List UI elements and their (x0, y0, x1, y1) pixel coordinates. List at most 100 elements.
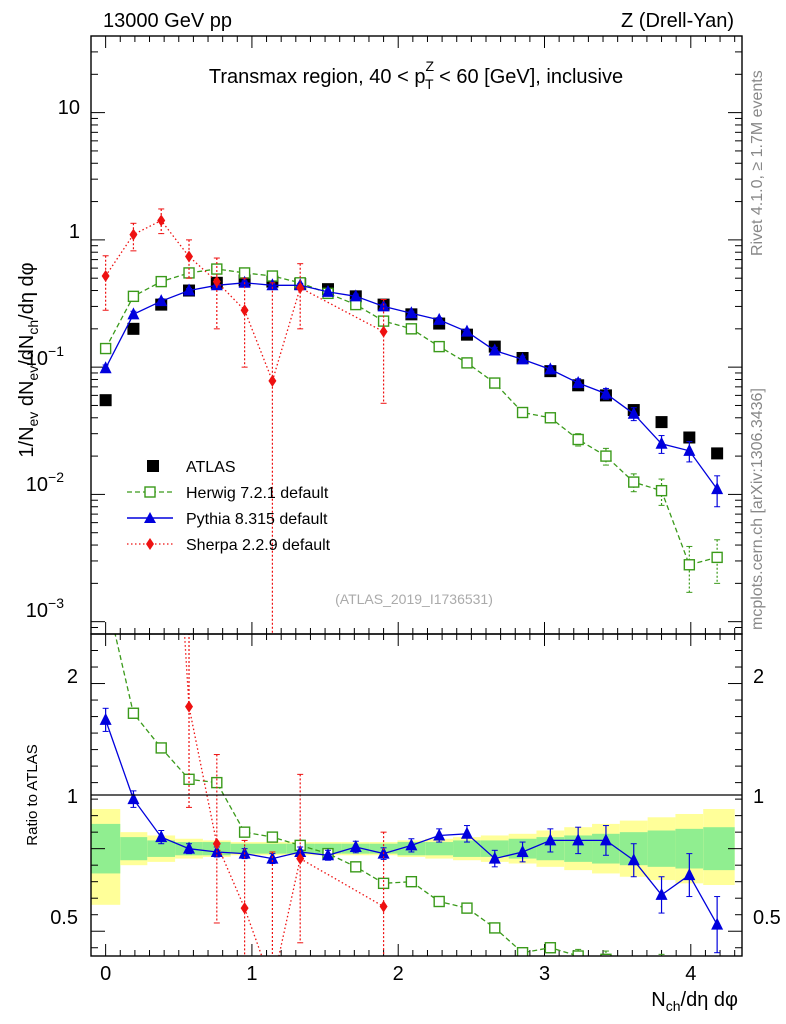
main-herwig-point (433, 340, 445, 353)
legend: ATLAS Herwig 7.2.1 default Pythia 8.315 … (127, 459, 331, 554)
main-sherpa-point (129, 228, 138, 241)
main-herwig-point (489, 377, 501, 389)
ratio-pythia-point (711, 917, 724, 930)
ratio-sherpa-point (212, 837, 221, 850)
legend-marker-sherpa (146, 538, 154, 550)
ratio-sherpa-point (185, 700, 194, 713)
ratio-herwig-point (238, 826, 251, 838)
main-pythia-point (627, 406, 640, 419)
main-sherpa-point (185, 250, 194, 263)
main-sherpa-point (268, 374, 277, 387)
y-axis-label-ratio: Ratio to ATLAS (24, 744, 41, 845)
legend-marker-herwig (144, 486, 156, 498)
legend-marker-atlas (147, 460, 159, 472)
y-axis-label-top: 1/Nev dNev/dNch/dη dφ (16, 262, 41, 457)
ratio-sherpa-point (129, 100, 137, 112)
ratio-pythia-point (460, 826, 473, 839)
band-inner-bin (453, 840, 481, 857)
main-pythia-point (127, 307, 140, 320)
main-sherpa-point (379, 325, 388, 338)
ratio-herwig-point (629, 964, 639, 974)
ratio-herwig-point (350, 861, 362, 873)
ratio-sherpa-point (379, 900, 388, 913)
main-pythia-point (599, 386, 612, 399)
ratio-pythia-point (544, 833, 557, 846)
main-herwig-point (99, 342, 112, 355)
main-atlas-point (683, 431, 696, 444)
ratio-herwig-point (405, 875, 418, 888)
x-tick-label-2: 2 (393, 963, 404, 985)
ratio-pythia-point (127, 792, 140, 805)
main-herwig-point (405, 323, 418, 335)
ratio-herwig-point (377, 877, 390, 890)
legend-label-herwig: Herwig 7.2.1 default (186, 485, 329, 502)
band-inner-bin (647, 830, 676, 867)
ratio-pythia-point (683, 868, 696, 881)
ratio-pythia-point (155, 830, 168, 843)
ratio-herwig-point (657, 961, 667, 971)
y-tick-label-0.001: 10−3 (26, 595, 64, 622)
main-herwig-point (711, 551, 723, 564)
mcplots-label: mcplots.cern.ch [arXiv:1306.3436] (749, 388, 766, 630)
main-sherpa-line (105, 219, 384, 383)
band-inner-bin (147, 840, 176, 857)
ratio-herwig-point (266, 831, 279, 843)
ratio-panel-frame (90, 633, 743, 957)
main-sherpa-point (157, 214, 166, 227)
ratio-pythia-point (99, 712, 112, 725)
main-herwig-point (683, 559, 696, 571)
ratio-uncertainty-bands (91, 809, 735, 905)
main-pythia-point (155, 294, 168, 307)
main-herwig-point (628, 476, 640, 488)
y-tick-label-1: 1 (69, 221, 80, 243)
main-herwig-point (127, 290, 140, 303)
ratio-y-tick-label-1: 1 (67, 786, 78, 808)
main-herwig-point (155, 275, 167, 288)
y-tick-label-0.1: 10−1 (26, 343, 64, 370)
x-tick-label-4: 4 (685, 963, 696, 985)
ratio-herwig-point (600, 953, 612, 956)
ratio-herwig-point (544, 942, 557, 954)
main-pythia-point (711, 482, 724, 495)
band-inner-bin (258, 843, 287, 854)
main-pythia-point (655, 436, 668, 449)
x-tick-label-1: 1 (246, 963, 257, 985)
ratio-sherpa-point (268, 980, 276, 992)
x-tick-label-0: 0 (100, 963, 111, 985)
main-sherpa-point (212, 275, 221, 288)
analysis-id: (ATLAS_2019_I1736531) (335, 591, 493, 607)
x-axis-label: Nch/dη dφ (651, 989, 738, 1014)
ratio-pythia-point (321, 848, 334, 861)
main-atlas-point (711, 447, 724, 460)
main-sherpa-point (101, 270, 110, 283)
ratio-herwig-point (572, 950, 584, 956)
main-atlas-point (655, 416, 668, 429)
ratio-sherpa-point (296, 852, 305, 865)
ratio-pythia-point (572, 833, 585, 846)
ratio-herwig-point (461, 902, 473, 914)
ratio-pythia-point (655, 887, 668, 900)
main-herwig-point (516, 406, 529, 419)
ratio-pythia-point (488, 851, 501, 864)
ratio-herwig-point (433, 895, 445, 908)
band-inner-bin (120, 837, 148, 861)
main-pythia-point (99, 361, 112, 374)
y-tick-label-10: 10 (58, 97, 80, 119)
main-herwig-point (544, 412, 557, 424)
header-left: 13000 GeV pp (103, 10, 232, 32)
x-tick-label-3: 3 (539, 963, 550, 985)
main-atlas-point (127, 322, 140, 335)
legend-label-sherpa: Sherpa 2.2.9 default (186, 537, 331, 554)
main-herwig-point (211, 263, 223, 275)
ratio-pythia-point (599, 833, 612, 846)
ratio-y-tick-label-2: 2 (67, 666, 78, 688)
main-pythia-point (516, 352, 529, 365)
ratio-y-tick-label-0.5-right: 0.5 (753, 907, 781, 929)
main-pythia-point (321, 284, 334, 297)
ratio-y-tick-label-1-right: 1 (753, 786, 764, 808)
plot-title: Transmax region, 40 < pZ T < 60 [GeV], in… (209, 58, 623, 92)
ratio-y-tick-label-2-right: 2 (753, 666, 764, 688)
band-inner-bin (425, 842, 454, 856)
ratio-sherpa-point (240, 902, 249, 915)
